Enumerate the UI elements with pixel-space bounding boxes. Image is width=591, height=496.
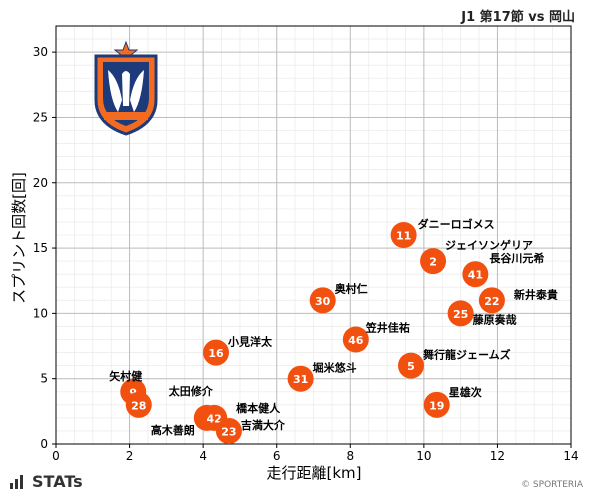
y-tick-label: 30 <box>33 45 48 59</box>
club-crest-icon <box>94 40 158 136</box>
point-marker <box>342 326 369 353</box>
point-marker <box>309 287 336 314</box>
point-marker <box>203 339 230 366</box>
point-marker <box>215 417 242 444</box>
scatter-point: 5 舞行龍ジェームズ <box>397 348 511 379</box>
point-number: 2 <box>429 256 437 269</box>
x-axis-label: 走行距離[km] <box>266 464 361 482</box>
y-tick-label: 25 <box>33 110 48 124</box>
point-number: 5 <box>407 360 415 373</box>
point-name-label: 奥村仁 <box>334 281 368 295</box>
brand-label: STATs <box>32 472 83 491</box>
y-tick-label: 20 <box>33 176 48 190</box>
x-tick-label: 0 <box>52 449 60 463</box>
point-marker <box>478 287 505 314</box>
point-name-label: 太田修介 <box>168 384 214 398</box>
point-number: 22 <box>484 295 499 308</box>
data-points: 11 ダニーロゴメス 2 ジェイソンゲリア 41 長谷川元希 22 新井泰貴 25 藤原奏哉 30奥… <box>109 217 558 444</box>
point-number: 9 <box>129 386 137 399</box>
point-number: 11 <box>396 230 411 243</box>
point-marker <box>420 248 447 275</box>
point-name-label: 吉満大介 <box>241 418 286 432</box>
scatter-point: 23 吉満大介 <box>215 417 286 444</box>
scatter-point: 31 堀米悠斗 <box>287 361 357 392</box>
point-name-label: 星雄次 <box>449 385 482 399</box>
x-tick-label: 2 <box>126 449 134 463</box>
x-tick-label: 14 <box>563 449 578 463</box>
point-name-label: ダニーロゴメス <box>418 217 495 231</box>
point-number: 16 <box>208 347 224 360</box>
x-tick-label: 10 <box>416 449 431 463</box>
y-axis-label: スプリント回数[回] <box>10 172 28 304</box>
point-name-label: ジェイソンゲリア <box>445 238 533 252</box>
point-name-label: 矢村健 <box>109 369 143 383</box>
point-number: 25 <box>453 308 468 321</box>
scatter-point: 2 ジェイソンゲリア <box>420 238 533 275</box>
plot-frame <box>55 25 572 445</box>
point-name-label: 藤原奏哉 <box>473 312 517 326</box>
x-tick-label: 4 <box>199 449 207 463</box>
grid <box>55 25 572 445</box>
point-number: 41 <box>468 269 483 282</box>
point-name-label: 舞行龍ジェームズ <box>423 348 511 362</box>
point-number: 28 <box>131 399 146 412</box>
y-tick-label: 10 <box>33 306 48 320</box>
point-number: 31 <box>293 373 308 386</box>
y-tick-label: 5 <box>40 372 48 386</box>
scatter-point: 11 ダニーロゴメス <box>390 217 495 248</box>
point-marker <box>447 300 474 327</box>
stats-brand: STATs <box>10 472 83 491</box>
scatter-point: 25 藤原奏哉 <box>447 300 517 327</box>
point-number: 46 <box>348 334 364 347</box>
point-number: 19 <box>429 399 444 412</box>
x-tick-label: 8 <box>346 449 354 463</box>
y-tick-label: 0 <box>40 437 48 451</box>
point-name-label: 小見洋太 <box>227 335 273 349</box>
chart-title: J1 第17節 vs 岡山 <box>461 10 575 25</box>
point-name-label: 新井泰貴 <box>514 287 558 301</box>
point-marker <box>423 391 450 418</box>
point-marker <box>125 391 152 418</box>
point-name-label: 長谷川元希 <box>489 251 544 265</box>
point-number: 23 <box>221 425 236 438</box>
point-marker <box>287 365 314 392</box>
scatter-point: 19 星雄次 <box>423 385 482 418</box>
point-name-label: 橋本健人 <box>236 401 281 415</box>
point-marker <box>397 352 424 379</box>
scatter-point: 41 長谷川元希 <box>462 251 544 288</box>
point-number: 30 <box>315 295 331 308</box>
point-number: 42 <box>207 412 222 425</box>
x-tick-label: 6 <box>273 449 281 463</box>
bar-chart-icon <box>10 474 26 489</box>
credit-text: © SPORTERIA <box>521 480 583 490</box>
x-tick-label: 12 <box>490 449 505 463</box>
y-tick-label: 15 <box>33 241 48 255</box>
point-name-label: 堀米悠斗 <box>313 361 357 375</box>
point-marker <box>462 261 489 288</box>
scatter-point: 22 新井泰貴 <box>478 287 558 314</box>
point-marker <box>390 222 417 248</box>
point-name-label: 笠井佳祐 <box>365 321 410 335</box>
scatter-point: 28 太田修介 <box>125 384 214 418</box>
point-name-label: 高木善朗 <box>151 423 195 437</box>
